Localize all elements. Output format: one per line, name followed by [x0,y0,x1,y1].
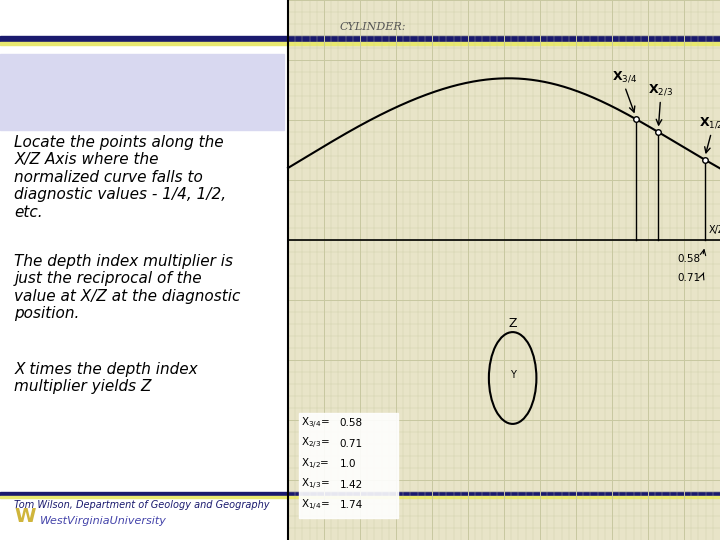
Bar [0,496,720,498]
Text: 0.58: 0.58 [678,254,701,264]
Bar [0,42,720,45]
Text: 0.71: 0.71 [340,439,363,449]
Text: X/Z: X/Z [709,225,720,235]
Text: The depth index multiplier is
just the reciprocal of the
value at X/Z at the dia: The depth index multiplier is just the r… [14,254,240,321]
Bar [288,0,720,540]
Text: Tom Wilson, Department of Geology and Geography: Tom Wilson, Department of Geology and Ge… [14,500,270,510]
Text: X$_{2/3}$=: X$_{2/3}$= [301,436,330,451]
Text: WestVirginiaUniversity: WestVirginiaUniversity [40,516,166,526]
Text: Locate the points along the
X/Z Axis where the
normalized curve falls to
diagnos: Locate the points along the X/Z Axis whe… [14,135,227,220]
Text: 1.42: 1.42 [340,480,363,490]
Text: X times the depth index
multiplier yields Z: X times the depth index multiplier yield… [14,362,198,394]
Text: X$_{1/4}$=: X$_{1/4}$= [301,498,330,513]
Text: X$_{1/3}$=: X$_{1/3}$= [301,477,330,492]
Bar [0,36,720,40]
Text: X$_{3/4}$: X$_{3/4}$ [612,69,637,84]
Text: CYLINDER:: CYLINDER: [340,22,406,32]
Text: Z: Z [508,316,517,330]
Text: 1.0: 1.0 [340,460,356,469]
Text: 0.58: 0.58 [340,418,363,428]
Text: Y: Y [510,370,516,380]
Text: X$_{1/2}$: X$_{1/2}$ [699,116,720,130]
Text: 1.74: 1.74 [340,501,363,510]
Bar [0,492,720,495]
Text: 0.71: 0.71 [678,273,701,283]
Text: X$_{3/4}$=: X$_{3/4}$= [301,416,330,431]
Text: X$_{1/2}$=: X$_{1/2}$= [301,457,330,472]
Text: W: W [14,508,36,526]
Text: X$_{2/3}$: X$_{2/3}$ [648,82,673,97]
Bar [299,413,398,518]
Bar [0,54,284,130]
